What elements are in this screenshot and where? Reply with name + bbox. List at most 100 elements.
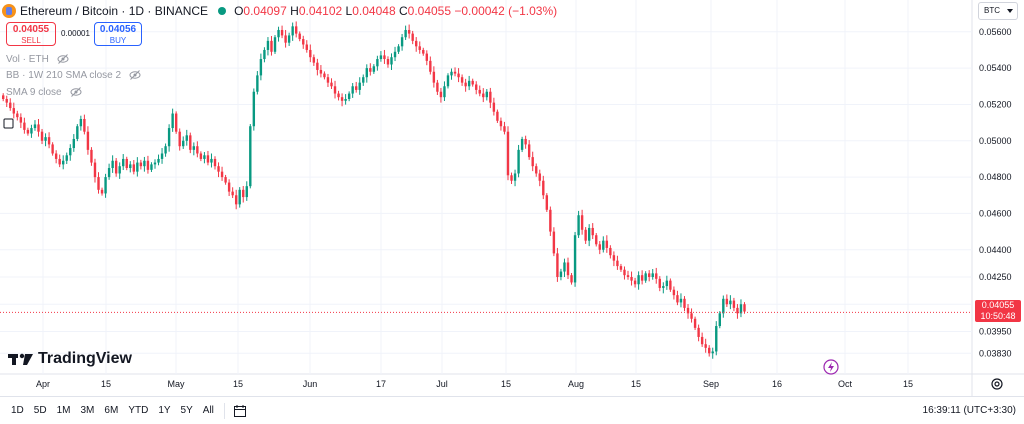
timeframe-3m[interactable]: 3M — [80, 405, 95, 416]
candle-body — [76, 126, 79, 139]
y-tick-label: 0.05200 — [979, 99, 1012, 109]
candle-body — [245, 186, 248, 198]
currency-select[interactable]: BTC — [978, 2, 1018, 20]
candle-body — [591, 227, 594, 236]
candle-body — [86, 131, 90, 150]
candle-body — [238, 189, 241, 205]
candle-body — [683, 298, 686, 308]
candle-body — [379, 55, 383, 60]
timeframe-ytd[interactable]: YTD — [128, 405, 149, 416]
candle-body — [160, 153, 164, 159]
calendar-range-icon[interactable] — [233, 404, 247, 418]
symbol-title[interactable]: Ethereum / Bitcoin · 1D · BINANCE — [20, 4, 209, 18]
flash-icon[interactable] — [823, 359, 839, 375]
last-price-value: 0.04055 — [981, 300, 1015, 310]
x-tick-label: Jun — [303, 379, 318, 389]
candle-body — [62, 160, 65, 165]
candle-body — [100, 189, 104, 194]
candle-body — [9, 102, 12, 109]
candle-body — [418, 46, 421, 50]
candle-body — [136, 162, 139, 172]
candle-body — [700, 336, 704, 345]
candle-body — [633, 280, 637, 285]
spread-value: 0.00001 — [61, 29, 90, 38]
timeframe-1m[interactable]: 1M — [56, 405, 71, 416]
candle-body — [436, 82, 439, 92]
candle-body — [415, 40, 418, 47]
hide-eye-icon[interactable] — [129, 69, 141, 81]
timeframe-1d[interactable]: 1D — [11, 405, 24, 416]
candle-body — [658, 278, 661, 288]
candle-body — [616, 260, 619, 267]
y-tick-label: 0.04600 — [979, 208, 1012, 218]
buy-button[interactable]: 0.04056 BUY — [94, 22, 142, 46]
candle-body — [478, 89, 481, 94]
y-tick-label: 0.05400 — [979, 63, 1012, 73]
candle-body — [351, 86, 354, 94]
candle-body — [693, 318, 697, 328]
candle-body — [457, 73, 460, 78]
candle-body — [651, 273, 654, 277]
timeframe-6m[interactable]: 6M — [104, 405, 119, 416]
candle-body — [655, 273, 658, 279]
candle-body — [665, 280, 669, 287]
clock-timezone[interactable]: 16:39:11 (UTC+3:30) — [922, 405, 1016, 416]
hide-eye-icon[interactable] — [70, 86, 82, 98]
candle-body — [26, 129, 30, 134]
candle-body — [33, 124, 37, 129]
ohlc-values: O0.04097 H0.04102 L0.04048 C0.04055 −0.0… — [234, 4, 558, 18]
sell-button[interactable]: 0.04055 SELL — [6, 22, 56, 46]
candle-countdown: 10:50:48 — [980, 311, 1016, 321]
candle-body — [644, 273, 647, 281]
candle-body — [139, 162, 143, 167]
candle-body — [563, 262, 566, 272]
candle-body — [492, 102, 496, 112]
candle-body — [729, 300, 732, 305]
candle-body — [372, 66, 376, 72]
candle-body — [439, 91, 443, 98]
symbol-legend[interactable]: Ethereum / Bitcoin · 1D · BINANCE O0.040… — [0, 2, 557, 20]
hide-eye-icon[interactable] — [57, 53, 69, 65]
candle-body — [217, 166, 220, 172]
candle-body — [44, 137, 47, 141]
candle-body — [5, 99, 8, 103]
timeframe-5d[interactable]: 5D — [33, 405, 47, 416]
timeframe-all[interactable]: All — [202, 405, 214, 416]
candle-body — [2, 95, 5, 99]
candle-body — [464, 82, 467, 87]
candle-body — [146, 160, 150, 170]
candle-body — [732, 300, 736, 308]
candle-body — [111, 160, 114, 169]
candle-body — [150, 164, 153, 170]
candle-body — [143, 160, 146, 167]
candle-body — [708, 347, 711, 354]
candle-body — [259, 59, 263, 76]
candle-body — [206, 155, 210, 163]
candle-body — [323, 73, 326, 78]
candle-body — [676, 295, 679, 303]
candle-body — [54, 153, 58, 159]
candle-body — [118, 166, 121, 174]
candle-body — [174, 113, 178, 132]
candle-body — [347, 93, 351, 99]
settings-gear-icon[interactable] — [990, 377, 1004, 391]
candle-body — [224, 177, 227, 183]
candle-body — [647, 273, 651, 277]
candle-body — [107, 168, 111, 178]
candle-body — [305, 44, 308, 50]
candle-body — [376, 59, 379, 67]
collapse-legend-icon[interactable] — [2, 117, 16, 131]
indicator-volume[interactable]: Vol · ETH — [6, 53, 69, 65]
candle-body — [669, 280, 672, 290]
last-price-label: 0.04055 10:50:48 — [975, 300, 1021, 322]
candle-body — [407, 29, 411, 34]
price-chart[interactable]: 0.05600 0.05400 0.05200 0.05000 0.04800 0.046… — [0, 0, 1024, 396]
candle-body — [725, 298, 729, 305]
candle-body — [83, 118, 86, 132]
timeframe-1y[interactable]: 1Y — [158, 405, 171, 416]
indicator-bollinger[interactable]: BB · 1W 210 SMA close 2 — [6, 69, 141, 81]
indicator-sma[interactable]: SMA 9 close — [6, 86, 82, 98]
candle-body — [422, 49, 425, 54]
timeframe-5y[interactable]: 5Y — [180, 405, 193, 416]
candle-body — [386, 59, 390, 65]
